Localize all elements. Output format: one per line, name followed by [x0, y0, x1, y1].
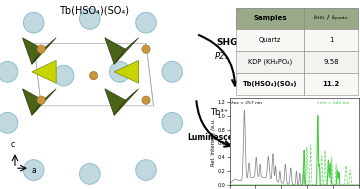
Polygon shape: [22, 38, 43, 64]
Text: 9.58: 9.58: [323, 59, 339, 65]
Circle shape: [80, 9, 100, 29]
Circle shape: [23, 160, 44, 180]
Circle shape: [90, 71, 98, 80]
Text: 1: 1: [329, 37, 333, 43]
Circle shape: [53, 65, 74, 86]
Polygon shape: [32, 38, 56, 64]
Polygon shape: [105, 38, 125, 64]
Text: $I_{\rm SHG}$ / $I_{\rm quartz}$: $I_{\rm SHG}$ / $I_{\rm quartz}$: [314, 13, 349, 23]
Polygon shape: [32, 89, 56, 115]
Circle shape: [162, 61, 183, 82]
Polygon shape: [114, 89, 139, 115]
Text: SHG: SHG: [216, 38, 237, 47]
FancyBboxPatch shape: [236, 51, 358, 73]
Text: Quartz: Quartz: [259, 37, 281, 43]
FancyBboxPatch shape: [236, 29, 358, 51]
Text: Samples: Samples: [253, 15, 287, 21]
Polygon shape: [32, 60, 56, 83]
Circle shape: [80, 163, 100, 184]
Text: Tb³⁺: Tb³⁺: [210, 108, 228, 117]
Circle shape: [37, 96, 45, 104]
Circle shape: [109, 61, 130, 82]
Circle shape: [162, 112, 183, 133]
Text: Luminescence: Luminescence: [187, 133, 248, 142]
Text: λex = 257 nm: λex = 257 nm: [231, 101, 262, 105]
Text: a: a: [32, 166, 37, 175]
Polygon shape: [105, 89, 125, 115]
Circle shape: [37, 45, 45, 53]
Circle shape: [136, 12, 156, 33]
Text: 11.2: 11.2: [323, 81, 340, 87]
Text: λem = 542 nm: λem = 542 nm: [317, 101, 350, 105]
Text: P2₁: P2₁: [215, 52, 229, 61]
Text: c: c: [11, 140, 15, 149]
Text: Tb(HSO₄)(SO₄): Tb(HSO₄)(SO₄): [243, 81, 297, 87]
Polygon shape: [114, 38, 139, 64]
Polygon shape: [114, 60, 139, 83]
FancyBboxPatch shape: [236, 8, 358, 29]
FancyBboxPatch shape: [236, 73, 358, 94]
Y-axis label: Rel. Intensity /a.u.: Rel. Intensity /a.u.: [211, 118, 216, 166]
Text: Tb(HSO₄)(SO₄): Tb(HSO₄)(SO₄): [59, 6, 129, 16]
Circle shape: [142, 45, 150, 53]
Circle shape: [0, 61, 18, 82]
Circle shape: [142, 96, 150, 104]
Polygon shape: [22, 89, 43, 115]
Circle shape: [23, 12, 44, 33]
Circle shape: [0, 112, 18, 133]
Circle shape: [136, 160, 156, 180]
Text: KDP (KH₂PO₄): KDP (KH₂PO₄): [248, 59, 292, 65]
